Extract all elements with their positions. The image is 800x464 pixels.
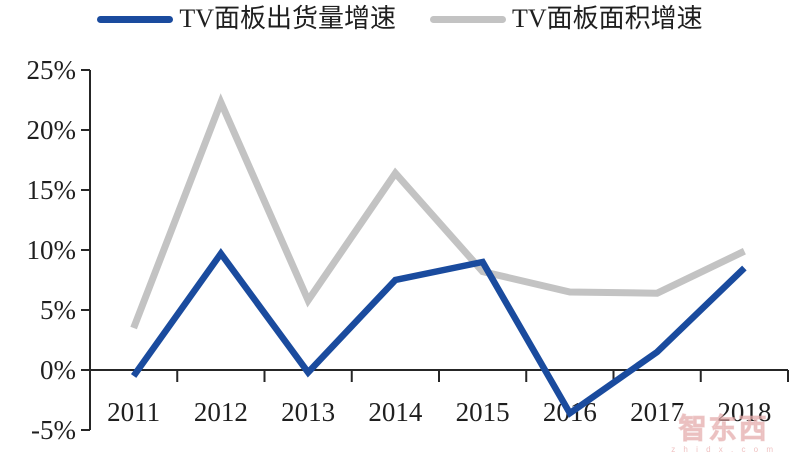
series-line-area-growth bbox=[130, 93, 746, 330]
legend-item-shipment-growth: TV面板出货量增速 bbox=[97, 6, 396, 32]
x-axis-label: 2012 bbox=[194, 397, 248, 427]
y-axis-label: -5% bbox=[31, 415, 76, 445]
y-axis-label: 10% bbox=[27, 235, 77, 265]
legend-item-area-growth: TV面板面积增速 bbox=[430, 6, 703, 32]
legend: TV面板出货量增速 TV面板面积增速 bbox=[0, 6, 800, 32]
x-axis-label: 2011 bbox=[107, 397, 160, 427]
x-axis-label: 2018 bbox=[717, 397, 771, 427]
x-axis-label: 2015 bbox=[456, 397, 510, 427]
y-axis-label: 20% bbox=[27, 115, 77, 145]
x-axis-label: 2013 bbox=[281, 397, 335, 427]
x-axis-label: 2017 bbox=[630, 397, 684, 427]
legend-line-swatch-gray bbox=[430, 15, 506, 23]
legend-label: TV面板出货量增速 bbox=[179, 4, 396, 33]
x-axis-label: 2014 bbox=[368, 397, 423, 427]
y-axis-label: 15% bbox=[27, 175, 77, 205]
y-axis-label: 5% bbox=[40, 295, 76, 325]
series-line-shipment-growth bbox=[130, 248, 747, 418]
legend-label: TV面板面积增速 bbox=[512, 4, 703, 33]
y-axis-label: 0% bbox=[40, 355, 76, 385]
legend-line-swatch-blue bbox=[97, 15, 174, 23]
y-axis-label: 25% bbox=[27, 55, 77, 85]
